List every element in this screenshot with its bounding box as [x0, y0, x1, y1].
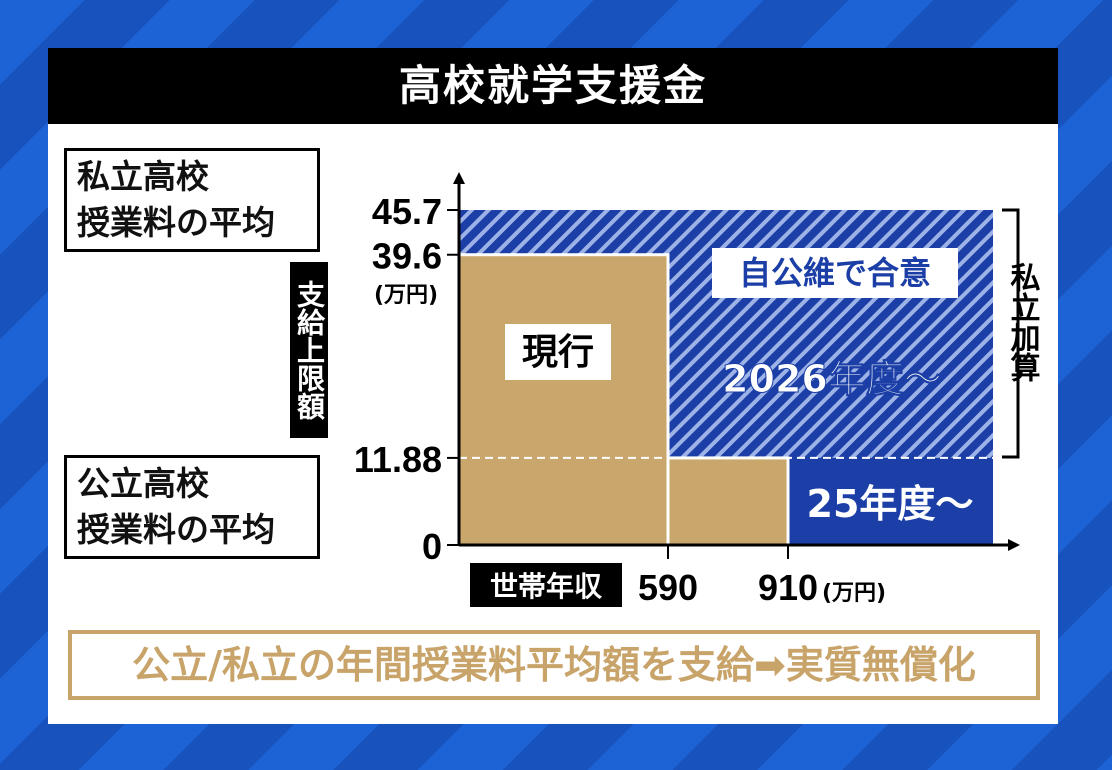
bar-current — [457, 253, 670, 547]
current-label-box — [505, 324, 611, 380]
callout-line: 授業料の平均 — [77, 203, 275, 242]
bar-fy25 — [788, 457, 993, 545]
x-axis-arrow — [1008, 539, 1020, 551]
page-title: 高校就学支援金 — [48, 48, 1058, 124]
public-school-callout: 公立高校 授業料の平均 — [64, 455, 320, 559]
summary-banner: 公立/私立の年間授業料平均額を支給➡実質無償化 — [68, 630, 1040, 700]
x-tick-label: 590 — [638, 567, 698, 608]
x-axis-label-box — [470, 563, 622, 607]
y-axis-arrow — [453, 172, 465, 184]
private-add-bracket — [1002, 208, 1020, 459]
callout-line: 私立高校 — [77, 157, 209, 196]
private-add-label: 私立加算 — [1005, 262, 1041, 382]
y-tick-label: 39.6 — [372, 236, 442, 277]
private-school-callout: 私立高校 授業料の平均 — [64, 148, 320, 252]
y-axis-label: 支給上限額 — [290, 262, 328, 438]
agreement-label: 自公維で合意 — [739, 254, 931, 292]
bar-current — [666, 456, 790, 547]
current-label: 現行 — [522, 332, 594, 373]
x-unit-label: (万円) — [822, 581, 886, 606]
fy25-label: 25年度～ — [807, 482, 974, 526]
y-tick-label: 45.7 — [372, 191, 442, 232]
y-tick-label: 11.88 — [354, 439, 442, 480]
x-axis-label: 世帯年収 — [490, 570, 603, 603]
y-unit-label: (万円) — [374, 283, 438, 308]
callout-line: 授業料の平均 — [77, 510, 275, 549]
fy2026-label: 2026年度～ — [722, 357, 942, 401]
x-tick-label: 910 — [758, 567, 818, 608]
y-tick-label: 0 — [422, 526, 442, 567]
agreement-label-box — [712, 248, 958, 298]
callout-line: 公立高校 — [77, 464, 209, 503]
